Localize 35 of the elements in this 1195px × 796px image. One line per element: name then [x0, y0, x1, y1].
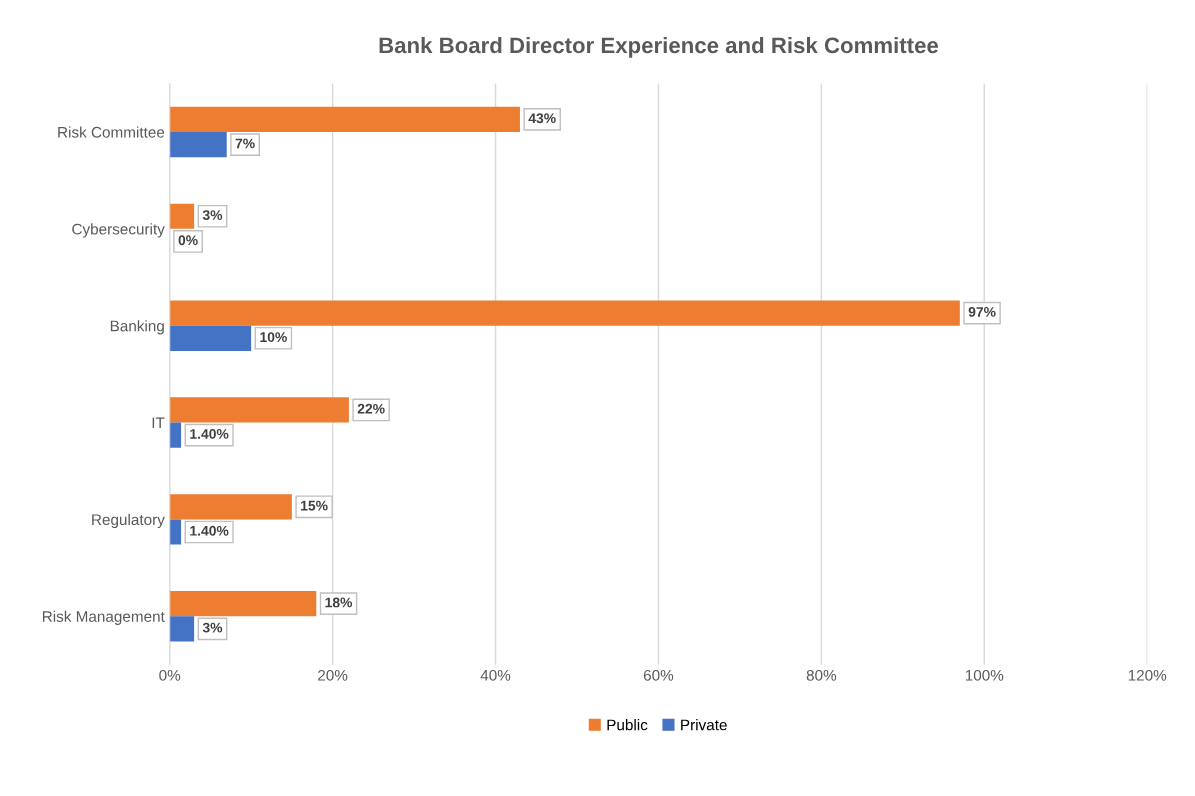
x-tick-label: 0% [159, 669, 181, 681]
data-label: 97% [968, 307, 996, 317]
bar [169, 494, 292, 520]
y-tick-label: IT [152, 417, 165, 429]
y-tick-label: Risk Committee [58, 126, 165, 138]
data-label: 22% [357, 403, 385, 414]
x-tick-label: 40% [480, 669, 511, 681]
data-label: 3% [202, 622, 223, 633]
legend-label: Public [607, 719, 648, 731]
data-label: 10% [260, 332, 287, 343]
data-label: 3% [202, 210, 223, 221]
data-label: 43% [528, 113, 556, 124]
bar [169, 132, 227, 158]
y-tick-label: Risk Management [42, 610, 165, 625]
y-tick-label: Cybersecurity [72, 223, 165, 238]
bar [169, 300, 960, 326]
x-tick-label: 100% [965, 669, 1004, 681]
data-label: 18% [325, 597, 353, 608]
bar [169, 422, 182, 448]
x-tick-label: 120% [1128, 669, 1167, 681]
data-label: 1.40% [190, 525, 229, 536]
chart-title: Bank Board Director Experience and Risk Committee [379, 36, 939, 58]
legend-label: Private [681, 719, 727, 731]
x-tick-label: 20% [318, 669, 348, 681]
y-tick-label: Regulatory [92, 513, 165, 529]
data-label: 1.40% [190, 429, 229, 439]
bar [169, 519, 182, 545]
bar [169, 106, 520, 132]
data-label: 0% [178, 235, 198, 246]
x-tick-label: 60% [643, 669, 674, 681]
data-label: 7% [235, 138, 255, 149]
bar [169, 397, 349, 423]
data-label: 15% [301, 500, 328, 511]
y-tick-label: Banking [110, 320, 164, 335]
x-tick-label: 80% [806, 669, 837, 681]
